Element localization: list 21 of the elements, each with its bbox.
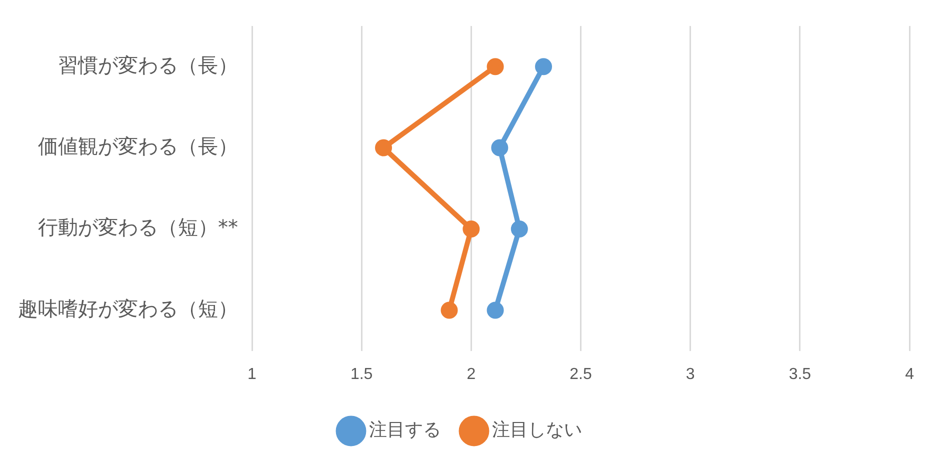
y-tick-label: 価値観が変わる（長）: [38, 134, 238, 158]
x-tick-label: 3.5: [788, 366, 812, 383]
x-tick-label: 3: [686, 366, 695, 383]
x-tick-label: 1.5: [350, 366, 373, 383]
legend-label: 注目する: [369, 420, 441, 441]
point: [440, 302, 458, 319]
legend-label: 注目しない: [492, 420, 582, 441]
y-tick-label: 行動が変わる（短）**: [38, 215, 238, 240]
x-tick-label: 1: [248, 366, 257, 383]
y-tick-label: 習慣が変わる（長）: [58, 52, 238, 77]
point: [491, 139, 508, 156]
point: [510, 220, 528, 238]
y-tick-label: 趣味嗜好が変わる（短）: [18, 296, 238, 320]
point: [486, 58, 504, 76]
x-tick-label: 2.5: [570, 366, 592, 383]
point: [535, 58, 552, 76]
point: [375, 139, 392, 156]
x-tick-label: 4: [905, 366, 914, 383]
point: [462, 220, 480, 238]
point: [486, 302, 504, 319]
x-tick-label: 2: [466, 366, 476, 383]
